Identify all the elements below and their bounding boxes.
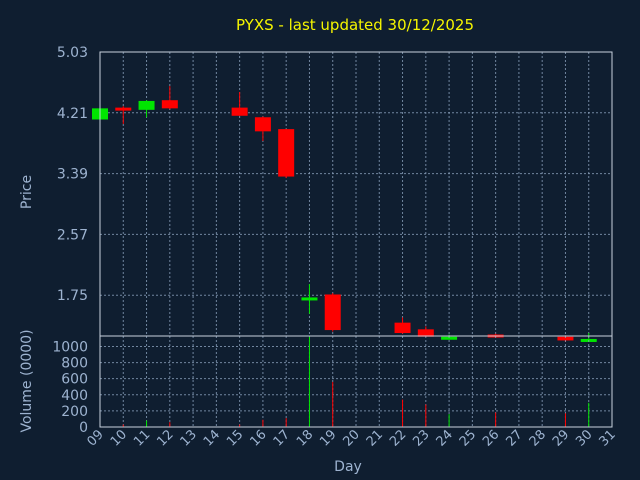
candle-body xyxy=(231,107,248,116)
chart-title: PYXS - last updated 30/12/2025 xyxy=(236,16,474,34)
price-tick-label: 1.75 xyxy=(57,288,88,304)
price-tick-label: 5.03 xyxy=(57,45,88,61)
candle-body xyxy=(278,129,295,177)
day-tick-label: 23 xyxy=(410,427,432,449)
price-tick-label: 2.57 xyxy=(57,227,88,243)
candle-body xyxy=(324,294,341,331)
price-panel: 5.03 4.21 3.39 2.57 1.75 xyxy=(57,45,613,342)
day-tick-label: 20 xyxy=(341,427,363,449)
day-tick-label: 14 xyxy=(201,427,223,449)
day-tick-label: 13 xyxy=(178,427,200,449)
day-tick-label: 24 xyxy=(434,427,456,449)
day-tick-label: 15 xyxy=(224,427,246,449)
price-tick-label: 4.21 xyxy=(57,106,88,122)
candle-body xyxy=(138,100,155,110)
day-tick-label: 28 xyxy=(527,427,549,449)
day-tick-label: 22 xyxy=(387,427,409,449)
day-tick-label: 29 xyxy=(550,427,572,449)
volume-frame xyxy=(99,335,613,428)
volume-tick-label: 600 xyxy=(61,372,88,388)
day-tick-label: 18 xyxy=(294,427,316,449)
candle-body xyxy=(161,100,178,109)
day-tick-label: 12 xyxy=(154,427,176,449)
volume-tick-label: 800 xyxy=(61,356,88,372)
x-axis-label: Day xyxy=(334,459,362,475)
volume-tick-label: 400 xyxy=(61,388,88,404)
volume-tick-label: 1000 xyxy=(52,339,88,355)
candle-body xyxy=(115,107,132,111)
day-tick-label: 30 xyxy=(573,427,595,449)
price-tick-label: 3.39 xyxy=(57,167,88,183)
candle-body xyxy=(301,297,318,301)
volume-axis-label: Volume (0000) xyxy=(19,329,35,432)
candle-body xyxy=(417,329,434,337)
volume-tick-label: 0 xyxy=(79,420,88,436)
volume-tick-label: 200 xyxy=(61,404,88,420)
candle-body xyxy=(394,322,411,334)
candle-body xyxy=(557,336,574,341)
day-tick-label: 19 xyxy=(317,427,339,449)
day-tick-label: 26 xyxy=(480,427,502,449)
day-tick-label: 11 xyxy=(131,427,153,449)
day-tick-label: 16 xyxy=(247,427,269,449)
price-axis-label: Price xyxy=(19,175,35,209)
day-tick-label: 17 xyxy=(271,427,293,449)
candle-body xyxy=(254,117,271,132)
day-tick-label: 25 xyxy=(457,427,479,449)
candle-body xyxy=(441,336,458,340)
day-tick-label: 31 xyxy=(597,427,619,449)
day-tick-label: 27 xyxy=(503,427,525,449)
day-tick-label: 10 xyxy=(108,427,130,449)
day-tick-label: 21 xyxy=(364,427,386,449)
